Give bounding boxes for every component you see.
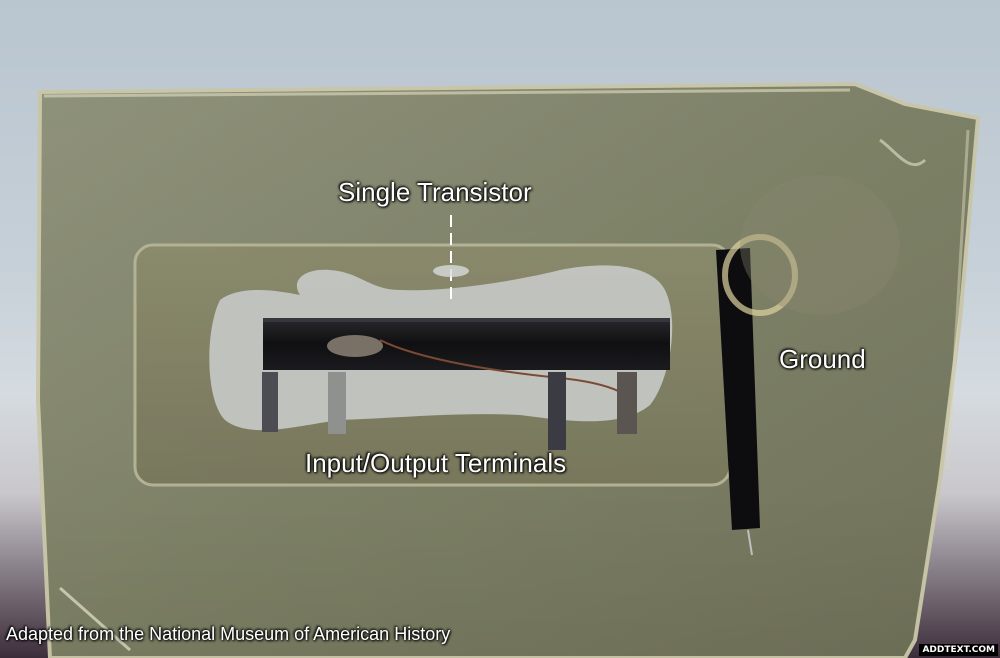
ground-strip: [716, 175, 900, 556]
io-terminals-label: Input/Output Terminals: [305, 448, 567, 478]
watermark: ADDTEXT.COM: [919, 644, 998, 656]
single-transistor-label: Single Transistor: [338, 177, 532, 207]
transistor-bar: [263, 318, 670, 370]
bond-wire: [379, 339, 631, 399]
io-terminals: [262, 372, 637, 450]
credit-caption: Adapted from the National Museum of Amer…: [6, 624, 451, 644]
ground-label: Ground: [779, 344, 866, 374]
contact-blob: [327, 335, 383, 357]
